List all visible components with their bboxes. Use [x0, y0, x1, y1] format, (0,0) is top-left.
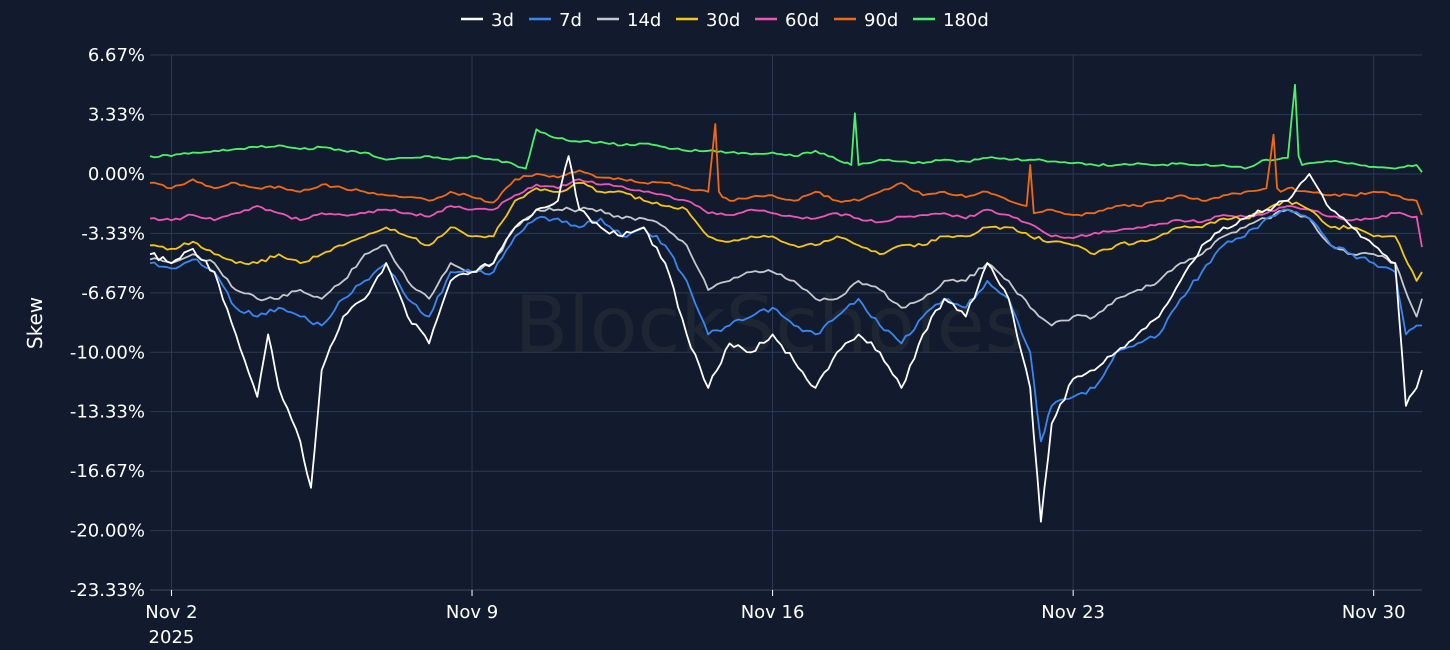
legend-item-14d[interactable]: 14d	[597, 10, 661, 31]
series-line-7d	[149, 208, 1422, 443]
legend-label: 7d	[559, 10, 582, 31]
series-line-3d	[149, 155, 1423, 523]
y-tick-label: 0.00%	[88, 164, 145, 185]
legend-item-180d[interactable]: 180d	[913, 10, 989, 31]
y-tick-label: -16.67%	[70, 461, 145, 482]
y-tick-label: -20.00%	[70, 521, 145, 542]
x-tick-label: Nov 30	[1342, 602, 1406, 623]
grid-lines	[150, 54, 1422, 591]
legend-label: 30d	[706, 10, 740, 31]
legend-label: 3d	[491, 10, 514, 31]
series-line-30d	[149, 182, 1423, 282]
y-tick-label: 6.67%	[88, 45, 145, 66]
legend-label: 180d	[943, 10, 989, 31]
legend-label: 14d	[627, 10, 661, 31]
series-line-180d	[149, 83, 1423, 173]
y-tick-label: -23.33%	[70, 580, 145, 601]
legend[interactable]: 3d 7d 14d 30d 60d 90d 180d	[461, 10, 989, 31]
watermark: BlockScholes	[515, 281, 1026, 371]
x-axis-ticks: Nov 2 2025 Nov 9 Nov 16 Nov 23 Nov 30	[145, 590, 1406, 648]
series-line-60d	[149, 178, 1423, 248]
x-tick-label: Nov 9	[446, 602, 498, 623]
series-line-14d	[149, 206, 1423, 327]
y-tick-label: -6.67%	[81, 283, 145, 304]
y-tick-label: 3.33%	[88, 105, 145, 126]
x-tick-label: Nov 23	[1041, 602, 1105, 623]
y-tick-label: -3.33%	[81, 223, 145, 244]
x-tick-label: Nov 16	[741, 602, 805, 623]
series-layer	[149, 83, 1423, 523]
legend-label: 90d	[864, 10, 898, 31]
y-axis-label: Skew	[23, 297, 47, 349]
x-tick-sublabel: 2025	[149, 627, 195, 648]
y-axis-ticks: 6.67% 3.33% 0.00% -3.33% -6.67% -10.00% -13.33…	[70, 45, 145, 601]
y-tick-label: -13.33%	[70, 402, 145, 423]
series-line-90d	[149, 123, 1423, 217]
legend-label: 60d	[785, 10, 819, 31]
legend-item-7d[interactable]: 7d	[529, 10, 582, 31]
legend-item-60d[interactable]: 60d	[755, 10, 819, 31]
x-tick-label: Nov 2	[145, 602, 197, 623]
legend-item-30d[interactable]: 30d	[676, 10, 740, 31]
legend-item-90d[interactable]: 90d	[834, 10, 898, 31]
y-tick-label: -10.00%	[70, 342, 145, 363]
legend-item-3d[interactable]: 3d	[461, 10, 514, 31]
